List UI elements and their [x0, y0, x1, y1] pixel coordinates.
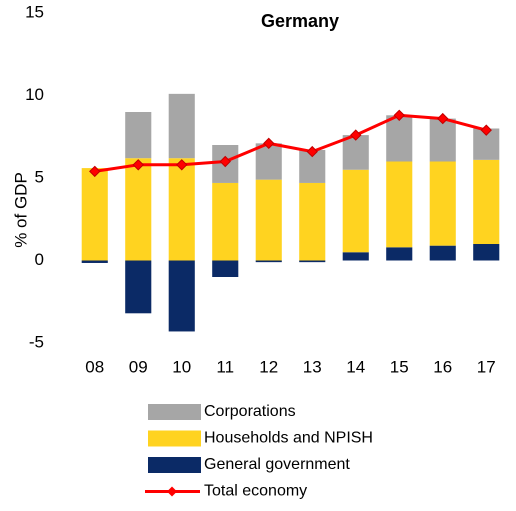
bar-segment: [299, 182, 326, 261]
legend-label: Households and NPISH: [204, 430, 373, 447]
bar-segment: [255, 179, 282, 261]
line-marker: [219, 155, 231, 168]
line-marker: [350, 129, 362, 141]
bar-segment: [212, 260, 239, 277]
x-tick-label: 13: [303, 357, 322, 376]
x-tick-label: 12: [259, 357, 278, 376]
y-tick-label: 10: [25, 85, 44, 104]
x-tick-label: 11: [216, 357, 234, 376]
x-tick-label: 17: [477, 357, 496, 376]
legend-swatch: [148, 430, 201, 447]
bar-segment: [125, 260, 152, 314]
bar-segment: [429, 161, 456, 246]
bar-segment: [473, 159, 500, 244]
bar-segment: [299, 260, 326, 263]
legend-label: Corporations: [204, 403, 296, 420]
line-marker: [263, 137, 275, 150]
bar-segment: [255, 260, 282, 263]
x-tick-label: 14: [346, 357, 365, 376]
y-axis-label: % of GDP: [11, 172, 30, 248]
legend-label: Total economy: [204, 483, 307, 500]
line-marker: [437, 112, 449, 125]
y-tick-label: -5: [29, 332, 44, 351]
line-marker: [393, 109, 405, 122]
legend-swatch: [167, 486, 177, 497]
bar-segment: [212, 182, 239, 261]
bar-segment: [168, 93, 195, 159]
bar-segment: [168, 260, 195, 332]
bar-segment: [386, 115, 413, 162]
bar-segment: [125, 158, 152, 261]
line-marker: [176, 159, 188, 171]
bar-segment: [81, 168, 108, 261]
bar-segment: [429, 118, 456, 162]
legend-swatch: [148, 457, 201, 473]
x-tick-label: 09: [129, 357, 148, 376]
bar-segment: [342, 169, 369, 253]
y-tick-label: 15: [25, 2, 44, 21]
x-tick-label: 08: [85, 357, 104, 376]
bar-segment: [473, 244, 500, 261]
x-tick-label: 15: [390, 357, 409, 376]
line-marker: [132, 159, 144, 171]
bar-segment: [81, 260, 108, 263]
y-tick-label: 0: [35, 250, 44, 269]
legend-label: General government: [204, 456, 350, 473]
y-tick-label: 5: [35, 167, 44, 186]
x-tick-label: 16: [433, 357, 452, 376]
line: [94, 113, 487, 173]
chart-title: Germany: [261, 11, 339, 31]
x-tick-label: 10: [172, 357, 191, 376]
bar-segment: [125, 112, 152, 159]
line-marker: [89, 165, 101, 178]
bar-segment: [386, 247, 413, 261]
line-marker: [480, 124, 492, 136]
legend-swatch: [148, 404, 201, 420]
bar-segment: [342, 252, 369, 261]
bar-segment: [168, 158, 195, 261]
bar-segment: [429, 245, 456, 261]
bar-segment: [255, 143, 282, 180]
bar-segment: [342, 135, 369, 170]
line-marker: [306, 145, 318, 158]
bar-segment: [386, 161, 413, 248]
